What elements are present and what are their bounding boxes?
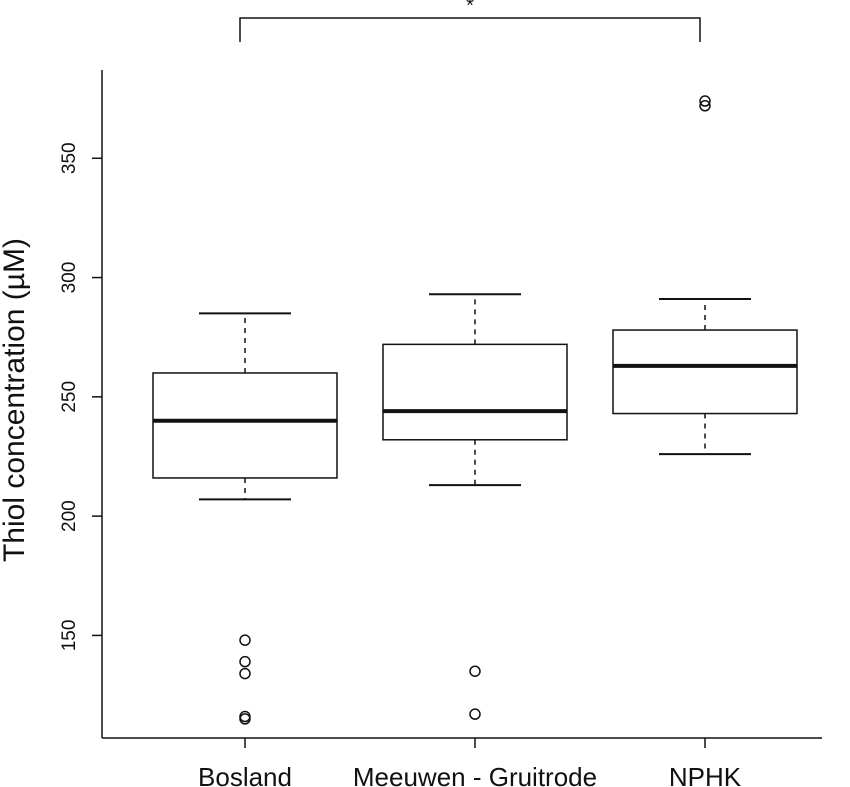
boxes (152, 95, 798, 725)
outlier-point (239, 710, 251, 723)
significance-label: * (466, 0, 474, 17)
outlier-point (699, 95, 711, 107)
outlier-point (469, 665, 481, 677)
bracket-line (239, 17, 701, 42)
y-tick-label: 150 (59, 620, 80, 652)
y-tick-label: 350 (59, 142, 80, 174)
x-tick-label: Bosland (198, 762, 292, 787)
y-tick-label: 300 (59, 262, 80, 294)
box (612, 329, 798, 415)
y-tick-label: 250 (59, 381, 80, 413)
outlier-point (239, 713, 251, 725)
outlier-point (699, 100, 711, 112)
box (152, 372, 338, 479)
x-ticks: Bosland Meeuwen - Gruitrode NPHK (198, 738, 742, 787)
box-group (612, 95, 798, 456)
axes (101, 70, 822, 739)
outlier-point (469, 708, 481, 720)
y-axis-label: Thiol concentration (µM) (0, 238, 31, 562)
y-ticks: 150 200 250 300 350 (59, 142, 102, 651)
outlier-point (239, 667, 251, 680)
x-tick-label: NPHK (669, 762, 742, 787)
box-group (382, 293, 568, 720)
box (382, 343, 568, 441)
box-group (152, 312, 338, 725)
y-tick-label: 200 (59, 500, 80, 532)
x-tick-label: Meeuwen - Gruitrode (353, 762, 597, 787)
outlier-point (239, 634, 251, 646)
significance-bracket: * (239, 0, 701, 42)
outlier-point (239, 655, 251, 668)
